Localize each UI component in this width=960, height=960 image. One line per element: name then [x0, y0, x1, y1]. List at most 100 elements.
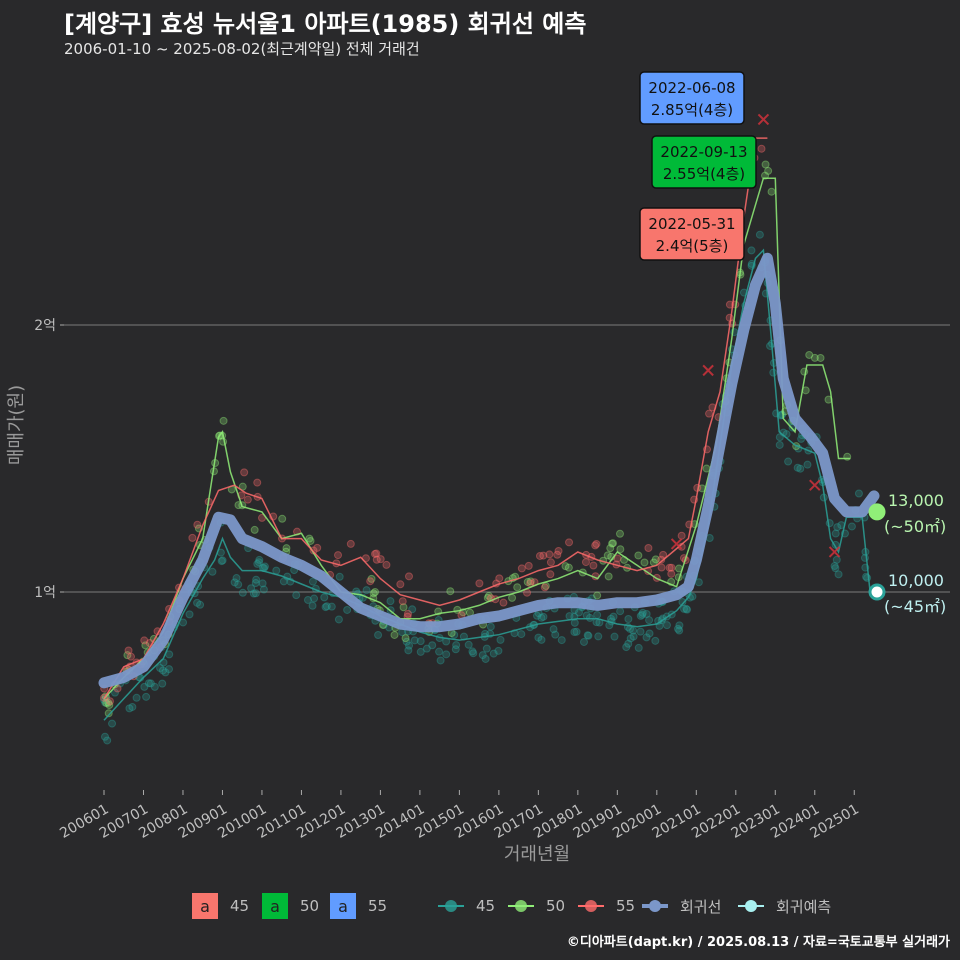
transaction-point — [396, 580, 405, 589]
transaction-point — [609, 612, 618, 621]
callout-price: 2.4억(5층) — [656, 237, 729, 255]
prediction-point-1 — [868, 583, 886, 601]
transaction-point — [346, 539, 355, 548]
transaction-point — [253, 559, 262, 568]
transaction-point — [104, 698, 113, 707]
transaction-point — [626, 634, 635, 643]
series-line-45 — [103, 248, 871, 721]
transaction-point — [436, 656, 445, 665]
transaction-point — [761, 160, 770, 169]
transaction-point — [161, 668, 170, 677]
transaction-point — [642, 633, 651, 642]
transaction-point — [123, 651, 132, 660]
transaction-point — [372, 555, 381, 564]
transaction-point — [254, 558, 263, 567]
transaction-point — [486, 622, 495, 631]
transaction-point — [185, 610, 194, 619]
grid-layer — [64, 324, 950, 593]
callout-date: 2022-05-31 — [648, 215, 735, 233]
transaction-point — [513, 583, 522, 592]
cancelled-deal-mark — [702, 364, 714, 377]
transaction-point — [640, 558, 649, 567]
legend: a 45 a 50 a 55 45 50 55 회귀선 회귀예측 — [0, 893, 960, 921]
transaction-point — [539, 612, 548, 621]
transaction-point — [232, 574, 241, 583]
transaction-point — [334, 551, 343, 560]
transaction-point — [537, 613, 546, 622]
transaction-point — [674, 624, 683, 633]
transaction-point — [140, 682, 149, 691]
transaction-point — [446, 587, 455, 596]
transaction-point — [321, 603, 330, 612]
transaction-point — [657, 563, 666, 572]
transaction-point — [539, 551, 548, 560]
transaction-point — [260, 562, 269, 571]
transaction-point — [584, 631, 593, 640]
transaction-point — [416, 637, 425, 646]
transaction-point — [747, 246, 756, 255]
transaction-point — [251, 579, 260, 588]
transaction-point — [553, 550, 562, 559]
legend-box-50-label: 50 — [300, 897, 320, 915]
callout-price: 2.85억(4층) — [651, 101, 733, 119]
transaction-point — [308, 601, 317, 610]
series-line-50 — [103, 177, 851, 700]
transaction-point — [533, 611, 542, 620]
transaction-point — [831, 564, 840, 573]
series-line-55 — [103, 137, 768, 700]
transaction-point — [255, 555, 264, 564]
transaction-point — [764, 166, 773, 175]
transaction-point — [675, 626, 684, 635]
transaction-point — [589, 561, 598, 570]
prediction-value: 10,000 — [888, 571, 944, 590]
transaction-point — [156, 664, 165, 673]
highlight-callout-0: 2022-06-08 2.85억(4층) — [639, 71, 745, 125]
transaction-point — [428, 641, 437, 650]
transaction-point — [253, 478, 262, 487]
transaction-point — [374, 630, 383, 639]
transaction-point — [564, 563, 573, 572]
prediction-area: (~50㎡) — [884, 517, 946, 536]
transaction-point — [805, 350, 814, 359]
legend-line-50-key — [508, 900, 534, 912]
transaction-point — [682, 604, 691, 613]
transaction-point — [565, 612, 574, 621]
cancelled-deal-mark — [757, 113, 770, 126]
legend-prediction-label: 회귀예측 — [776, 897, 832, 916]
transaction-point — [634, 551, 643, 560]
transaction-point — [469, 649, 478, 658]
legend-box-50: a 50 — [262, 893, 319, 919]
legend-box-55-label: 55 — [368, 897, 388, 915]
transaction-point — [249, 589, 258, 598]
transaction-point — [776, 411, 785, 420]
transaction-point — [755, 230, 764, 239]
transaction-point — [593, 610, 602, 619]
transaction-point — [847, 522, 856, 531]
transaction-point — [499, 598, 508, 607]
transaction-point — [390, 630, 399, 639]
transaction-point — [146, 679, 155, 688]
transaction-point — [402, 637, 411, 646]
callout-date: 2022-09-13 — [660, 143, 747, 161]
transaction-point — [854, 489, 863, 498]
transaction-point — [408, 605, 417, 614]
transaction-point — [642, 609, 651, 618]
transaction-point — [403, 609, 412, 618]
transaction-point — [757, 144, 766, 153]
prediction-area: (~45㎡) — [884, 597, 946, 616]
transaction-point — [667, 569, 676, 578]
scatter-layer — [100, 144, 872, 745]
transaction-point — [478, 651, 487, 660]
transaction-point — [583, 631, 592, 640]
transaction-point — [830, 561, 839, 570]
x-axis-title: 거래년월 — [504, 844, 570, 865]
transaction-point — [399, 603, 408, 612]
transaction-point — [796, 464, 805, 473]
transaction-point — [376, 555, 385, 564]
transaction-point — [545, 550, 554, 559]
cancelled-deal-mark — [809, 479, 821, 491]
transaction-point — [574, 608, 583, 617]
transaction-point — [435, 647, 444, 656]
transaction-point — [313, 543, 322, 552]
